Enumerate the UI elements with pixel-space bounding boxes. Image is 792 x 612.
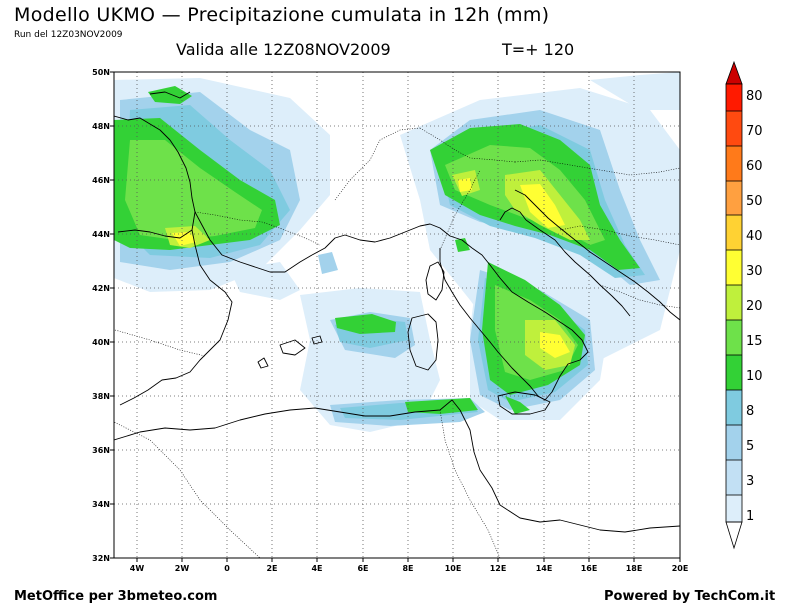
lon-label: 8E [402,564,413,573]
coastlines [114,91,680,533]
colorbar-label: 70 [746,124,763,139]
lon-label: 4W [130,564,145,573]
lat-ticks [110,71,114,559]
lon-label: 14E [536,564,553,573]
colorbar-label: 10 [746,369,763,384]
precip-yellow-areas [172,178,570,358]
colorbar-segment [726,390,742,425]
longitude-axis: 4W 2W 0 2E 4E 6E 8E 10E 12E 14E 16E 18E … [130,564,689,573]
colorbar-label: 50 [746,194,763,209]
colorbar-segment [726,215,742,250]
colorbar-segment [726,425,742,460]
valid-label: Valida alle 12Z08NOV2009 [176,40,391,59]
map-plot-area [114,72,680,558]
colorbar-label: 30 [746,264,763,279]
footer-credit-left: MetOffice per 3bmeteo.com [14,589,218,604]
lat-label: 38N [92,392,110,401]
lat-label: 42N [92,284,110,293]
colorbar-segment [726,285,742,320]
footer-credit-right: Powered by TechCom.it [604,589,776,604]
colorbar-label: 8 [746,404,754,419]
colorbar-segment [726,355,742,390]
forecast-step-label: T=+ 120 [502,40,575,59]
graticule [114,72,680,558]
lat-label: 44N [92,230,110,239]
colorbar-label: 5 [746,439,754,454]
lat-label: 48N [92,122,110,131]
colorbar-segment [726,320,742,355]
colorbar-bottom-arrow [725,521,743,550]
latitude-axis: 50N 48N 46N 44N 42N 40N 38N 36N 34N 32N [92,68,110,563]
colorbar-label: 40 [746,229,763,244]
lon-label: 2W [175,564,190,573]
colorbar-segment [726,111,742,146]
run-label: Run del 12Z03NOV2009 [14,30,123,40]
colorbar-segment [726,181,742,215]
lat-label: 40N [92,338,110,347]
colorbar-segment [726,84,742,111]
lat-label: 34N [92,500,110,509]
colorbar-segment [726,495,742,522]
country-borders [114,127,680,558]
lon-label: 18E [626,564,643,573]
lon-label: 4E [311,564,322,573]
lon-label: 2E [266,564,277,573]
lon-label: 12E [490,564,507,573]
colorbar-label: 20 [746,299,763,314]
colorbar-label: 3 [746,474,754,489]
colorbar-label: 1 [746,509,754,524]
colorbar-label: 15 [746,334,763,349]
lat-label: 36N [92,446,110,455]
colorbar: 80 70 60 50 40 30 20 15 10 8 5 3 1 [725,60,763,550]
lon-ticks [136,558,681,562]
lon-label: 0 [224,564,230,573]
lat-label: 50N [92,68,110,77]
colorbar-label: 80 [746,89,763,104]
colorbar-segment [726,460,742,495]
colorbar-top-arrow [725,60,743,85]
lon-label: 16E [581,564,598,573]
lon-label: 10E [445,564,462,573]
lat-label: 32N [92,554,110,563]
colorbar-segment [726,146,742,181]
colorbar-segment [726,250,742,285]
colorbar-label: 60 [746,159,763,174]
lat-label: 46N [92,176,110,185]
chart-title: Modello UKMO — Precipitazione cumulata i… [14,4,550,26]
lon-label: 6E [357,564,368,573]
lon-label: 20E [672,564,689,573]
map-frame [113,71,681,559]
